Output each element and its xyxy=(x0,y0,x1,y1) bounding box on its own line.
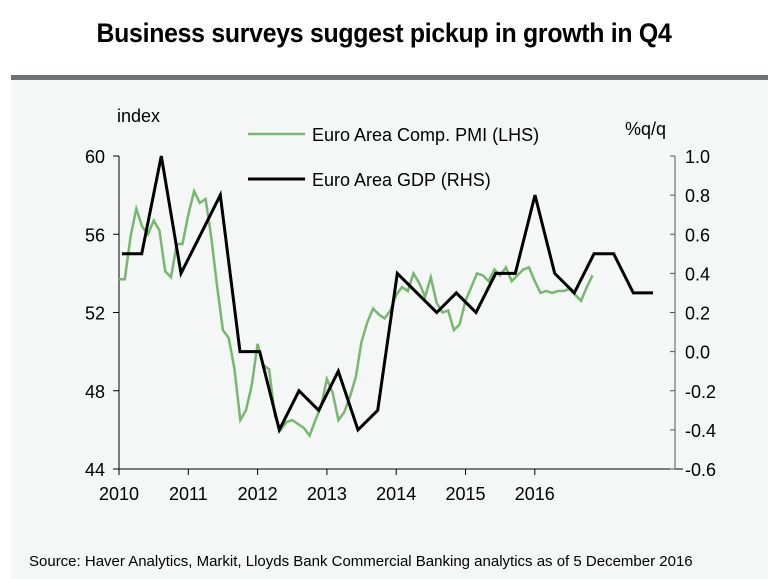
right-axis-tick-label: -0.4 xyxy=(685,421,716,441)
series-line-gdp xyxy=(122,155,653,435)
x-axis-tick-label: 2014 xyxy=(376,484,416,504)
source-note: Source: Haver Analytics, Markit, Lloyds … xyxy=(29,553,693,570)
x-axis-tick-label: 2013 xyxy=(307,484,347,504)
left-axis-tick-label: 52 xyxy=(85,304,105,324)
series-line-pmi xyxy=(119,187,594,439)
left-axis-tick-label: 44 xyxy=(85,460,105,480)
legend-label-pmi: Euro Area Comp. PMI (LHS) xyxy=(312,125,539,145)
x-axis-tick-label: 2012 xyxy=(238,484,278,504)
left-axis-tick-label: 48 xyxy=(85,382,105,402)
x-axis-tick-label: 2016 xyxy=(515,484,555,504)
chart-title: Business surveys suggest pickup in growt… xyxy=(96,18,672,48)
panel-top-bar xyxy=(11,75,768,80)
left-axis-tick-label: 60 xyxy=(85,147,105,167)
left-axis-title: index xyxy=(117,106,160,126)
right-axis-tick-label: -0.6 xyxy=(685,460,716,480)
right-axis-tick-label: 0.0 xyxy=(685,343,710,363)
right-axis-tick-label: 0.8 xyxy=(685,186,710,206)
left-axis-tick-label: 56 xyxy=(85,225,105,245)
right-axis-tick-label: 0.2 xyxy=(685,304,710,324)
right-axis-tick-label: -0.2 xyxy=(685,382,716,402)
x-axis-tick-label: 2015 xyxy=(445,484,485,504)
x-axis-tick-label: 2011 xyxy=(169,484,208,504)
right-axis-tick-label: 0.6 xyxy=(685,225,710,245)
legend-label-gdp: Euro Area GDP (RHS) xyxy=(312,170,491,190)
x-axis-tick-label: 2010 xyxy=(99,484,139,504)
right-axis-tick-label: 1.0 xyxy=(685,147,710,167)
right-axis-tick-label: 0.4 xyxy=(685,264,710,284)
right-axis-title: %q/q xyxy=(625,119,666,139)
